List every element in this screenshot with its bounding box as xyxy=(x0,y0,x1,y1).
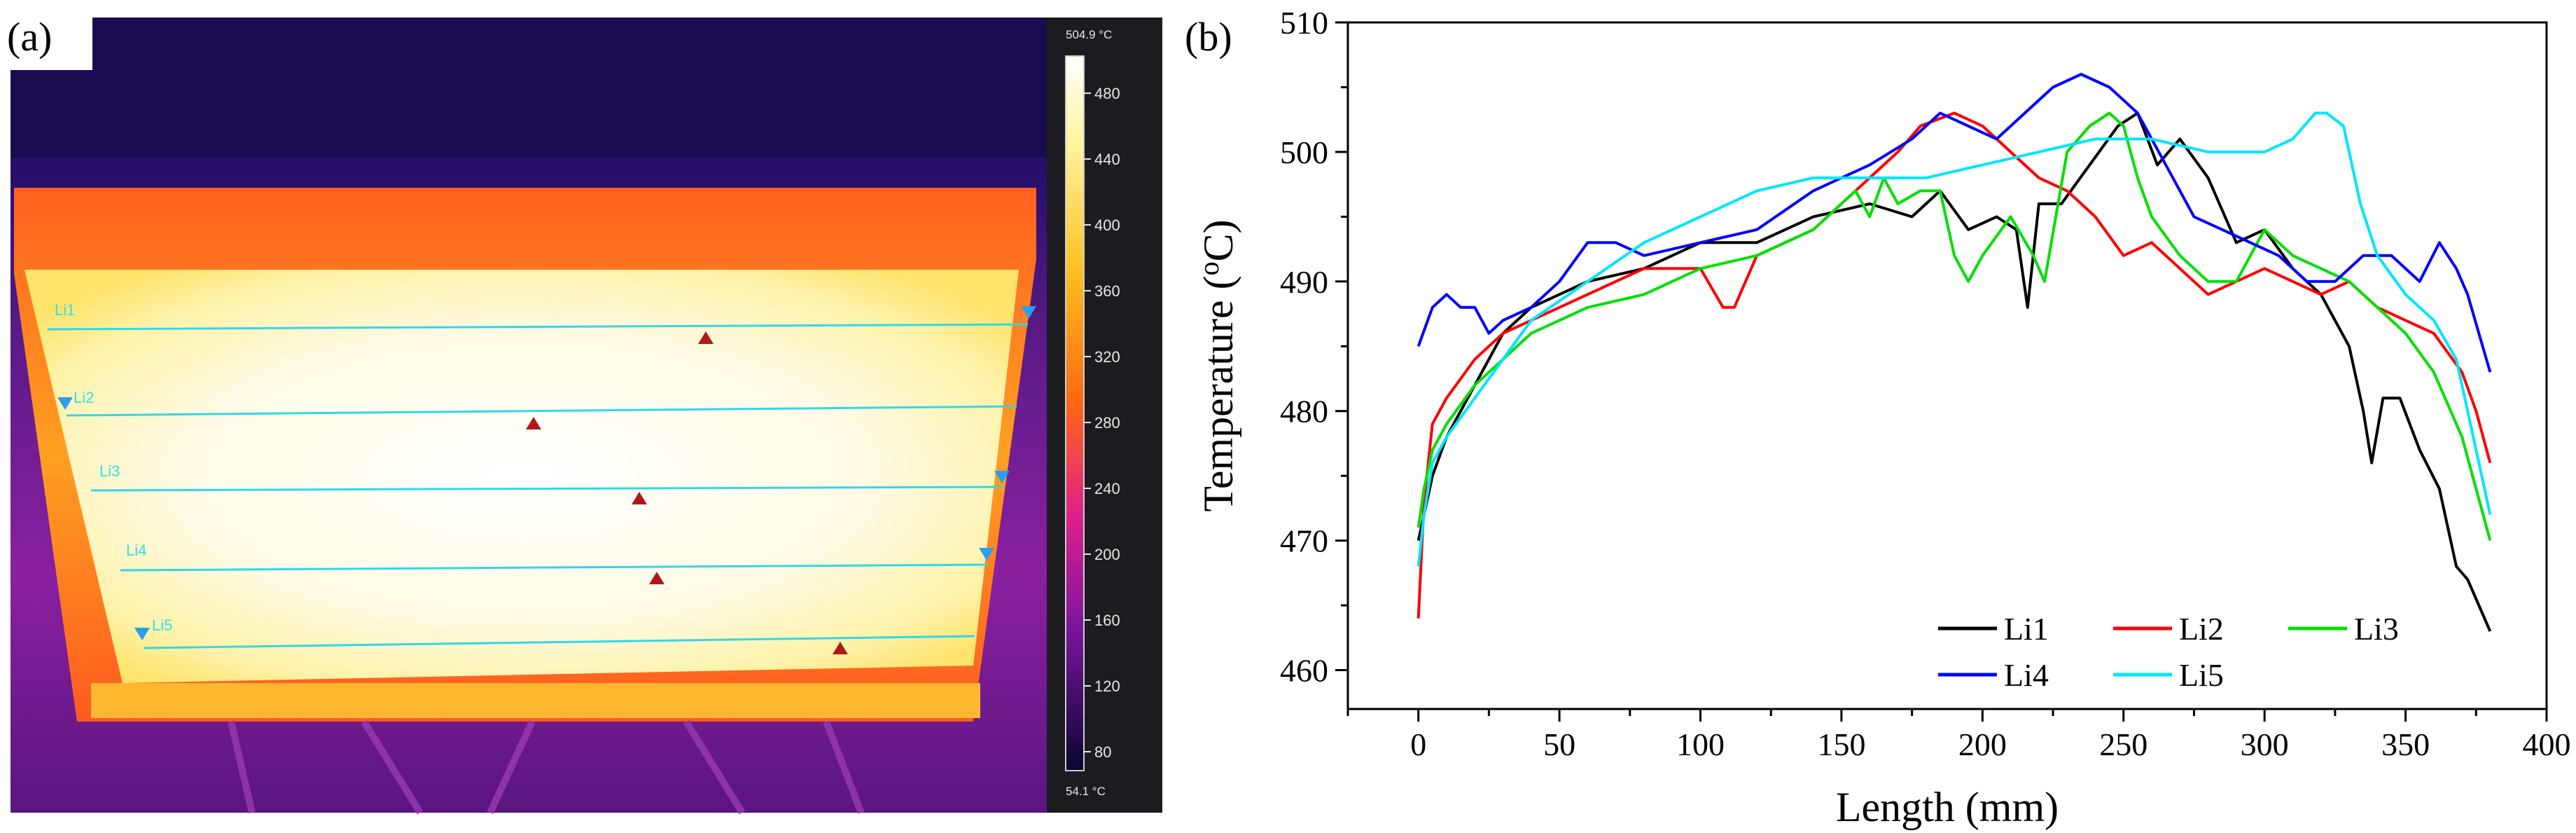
y-axis-title-superscript: o xyxy=(1193,261,1225,275)
y-tick-label: 470 xyxy=(1280,523,1328,559)
svg-text:Temperature (oC): Temperature (oC) xyxy=(1193,219,1241,511)
scale-tick-label: 200 xyxy=(1094,546,1120,563)
x-tick-label: 300 xyxy=(2241,727,2289,762)
plot-frame xyxy=(1346,21,2548,710)
scale-tick-label: 480 xyxy=(1094,85,1120,102)
x-tick-label: 350 xyxy=(2381,727,2430,762)
x-tick-label: 250 xyxy=(2099,727,2147,762)
profile-label-li2: Li2 xyxy=(74,389,94,406)
y-axis-title-unit: C) xyxy=(1195,219,1241,261)
x-tick-label: 100 xyxy=(1676,727,1725,762)
end-marker-li5 xyxy=(134,628,150,640)
profile-label-li4: Li4 xyxy=(126,542,146,559)
hot-spot-li4 xyxy=(649,572,664,584)
scale-bar-ticks: 480 440 400 360 320 280 240 200 160 120 80 xyxy=(1084,85,1120,761)
hot-spot-li2 xyxy=(526,417,541,429)
hot-spot-li3 xyxy=(632,492,647,504)
panel-label-a-bg xyxy=(0,0,92,70)
x-tick-label: 50 xyxy=(1543,727,1575,762)
scale-tick-label: 360 xyxy=(1094,282,1120,300)
line-chart-panel: (b) 0 50 100 150 200 250 300 350 400 460 470 480 49… xyxy=(1185,5,2571,830)
y-tick-label: 480 xyxy=(1280,394,1328,429)
profile-label-li5: Li5 xyxy=(152,617,172,634)
scale-tick-label: 440 xyxy=(1094,151,1120,168)
x-axis-title: Length (mm) xyxy=(1836,784,2059,830)
scale-tick-label: 240 xyxy=(1094,480,1120,497)
y-tick-label: 460 xyxy=(1280,653,1328,689)
scale-tick-label: 80 xyxy=(1094,743,1111,761)
y-axis: 460 470 480 490 500 510 xyxy=(1280,5,1348,689)
panel-label-b: (b) xyxy=(1185,14,1232,60)
plate-lip xyxy=(91,683,980,718)
heated-plate xyxy=(25,270,1019,683)
legend-label-li2: Li2 xyxy=(2179,611,2224,647)
plot-series xyxy=(1416,73,2492,632)
end-marker-li1 xyxy=(1021,306,1036,319)
hot-spot-li1 xyxy=(698,331,713,344)
scale-tick-label: 280 xyxy=(1094,414,1120,432)
scale-bar-gradient xyxy=(1065,55,1085,771)
y-tick-label: 500 xyxy=(1280,135,1328,170)
scale-tick-label: 120 xyxy=(1094,677,1120,695)
x-tick-label: 150 xyxy=(1817,727,1865,762)
scale-tick-label: 320 xyxy=(1094,348,1120,366)
chart-legend: Li1 Li2 Li3 Li4 Li5 xyxy=(1938,611,2399,693)
end-marker-li4 xyxy=(979,548,994,560)
series-line-li4 xyxy=(1416,73,2492,373)
series-line-li2 xyxy=(1416,111,2492,619)
end-markers xyxy=(57,306,1036,640)
profile-lines xyxy=(47,323,1029,649)
x-tick-label: 400 xyxy=(2523,727,2571,762)
scale-tick-label: 400 xyxy=(1094,216,1120,234)
series-line-li3 xyxy=(1416,111,2492,542)
x-tick-label: 0 xyxy=(1410,727,1426,762)
profile-line-li2 xyxy=(66,405,1017,417)
scale-tick-label: 160 xyxy=(1094,612,1120,629)
legend-label-li3: Li3 xyxy=(2354,611,2399,647)
profile-line-li4 xyxy=(120,563,988,572)
hot-spot-li5 xyxy=(833,642,848,654)
profile-line-li5 xyxy=(143,635,975,649)
hot-spot-markers xyxy=(526,331,848,654)
series-line-li1 xyxy=(1416,111,2492,632)
x-axis: 0 50 100 150 200 250 300 350 400 xyxy=(1346,709,2571,762)
thermal-top-band xyxy=(11,18,1047,158)
support-legs xyxy=(228,720,865,815)
panel-label-a: (a) xyxy=(7,14,52,60)
end-marker-li2 xyxy=(57,397,73,410)
series-line-li5 xyxy=(1416,111,2492,567)
profile-label-li3: Li3 xyxy=(99,462,120,480)
profile-line-li3 xyxy=(90,486,1003,492)
y-tick-label: 490 xyxy=(1280,264,1328,300)
scale-min-label: 54.1 °C xyxy=(1066,785,1106,798)
legend-label-li1: Li1 xyxy=(2004,611,2049,647)
legend-label-li4: Li4 xyxy=(2004,657,2049,693)
profile-line-li1 xyxy=(47,323,1029,331)
scale-max-label: 504.9 °C xyxy=(1066,28,1112,41)
end-marker-li3 xyxy=(994,471,1010,483)
legend-label-li5: Li5 xyxy=(2179,657,2224,693)
thermal-image-panel: Li1 Li2 Li3 Li4 Li5 (a) 480 440 400 360 320 2… xyxy=(0,0,1162,815)
y-axis-title-text: Temperature ( xyxy=(1195,275,1241,511)
y-tick-label: 510 xyxy=(1280,5,1328,41)
profile-label-li1: Li1 xyxy=(55,301,75,319)
y-axis-title: Temperature (oC) xyxy=(1193,219,1241,511)
x-tick-label: 200 xyxy=(1958,727,2007,762)
